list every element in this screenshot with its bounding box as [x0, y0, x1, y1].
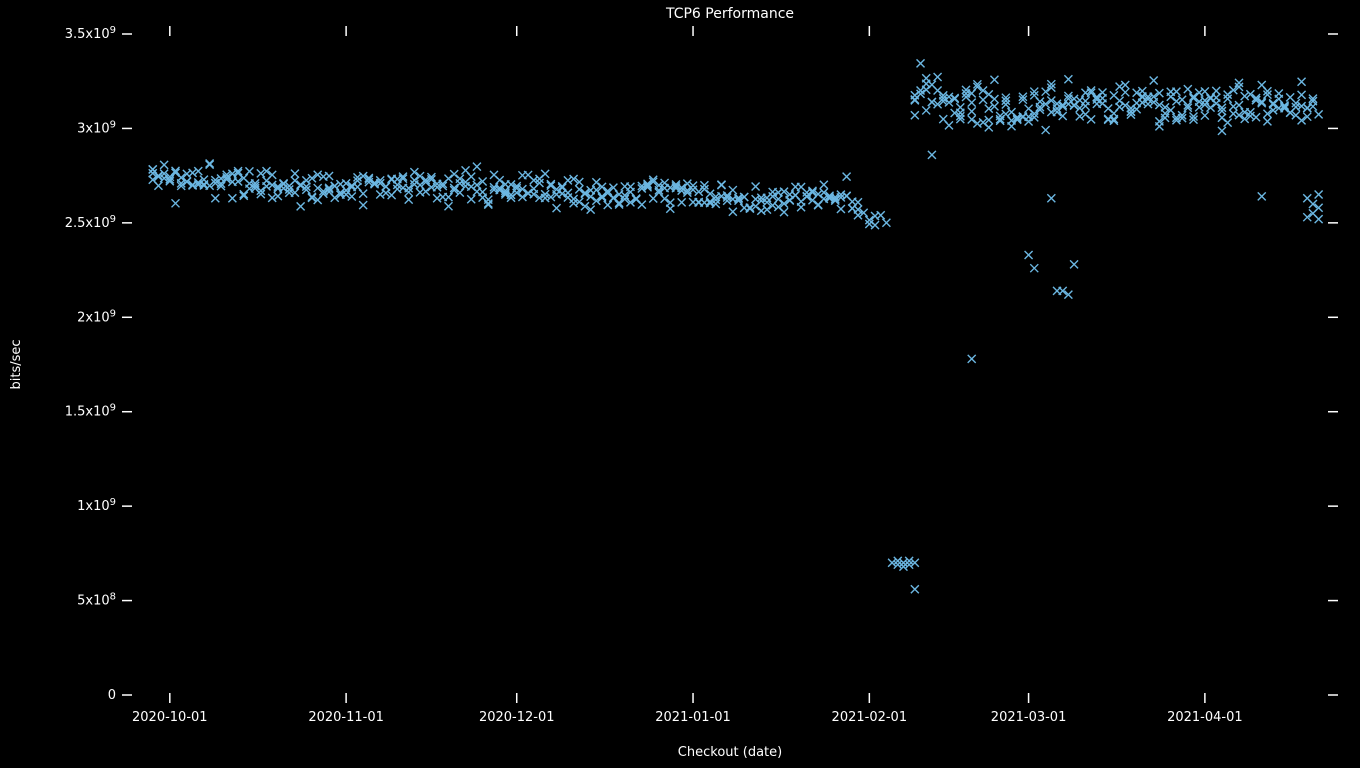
y-tick-label: 2x109	[77, 308, 116, 325]
y-tick-label: 3x109	[77, 119, 116, 136]
x-tick-label: 2020-10-01	[132, 710, 208, 725]
chart-title: TCP6 Performance	[665, 6, 794, 22]
x-axis: 2020-10-01 2020-11-01 2020-12-01 2021-01-01…	[132, 26, 1243, 725]
x-tick-label: 2021-02-01	[832, 710, 908, 725]
y-tick-label: 3.5x109	[65, 25, 116, 42]
x-tick-label: 2020-11-01	[308, 710, 384, 725]
x-tick-label: 2021-01-01	[655, 710, 731, 725]
y-tick-label: 2.5x109	[65, 214, 116, 231]
x-tick-label: 2021-04-01	[1167, 710, 1243, 725]
y-tick-label: 1x109	[77, 497, 116, 514]
scatter-chart: TCP6 Performance Checkout (date) bits/se…	[0, 0, 1360, 768]
x-axis-label: Checkout (date)	[678, 745, 782, 760]
y-tick-label: 1.5x109	[65, 403, 116, 420]
y-axis: 0 5x108 1x109 1.5x109 2x109 2.5x109 3x109 3.5x1…	[65, 25, 1338, 703]
y-axis-label: bits/sec	[9, 339, 24, 389]
y-tick-label: 0	[108, 688, 116, 703]
y-tick-label: 5x108	[77, 592, 116, 609]
data-points	[149, 59, 1323, 593]
x-tick-label: 2020-12-01	[479, 710, 555, 725]
x-tick-label: 2021-03-01	[991, 710, 1067, 725]
